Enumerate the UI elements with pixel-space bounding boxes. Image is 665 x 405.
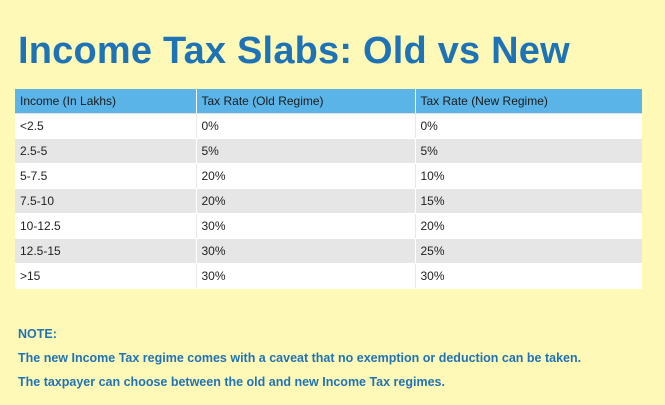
cell-new-rate: 25%	[415, 238, 642, 264]
table-row: 5-7.5 20% 10%	[15, 163, 642, 189]
table-row: >15 30% 30%	[15, 263, 642, 289]
page-title: Income Tax Slabs: Old vs New	[18, 30, 570, 72]
table-row: <2.5 0% 0%	[15, 113, 642, 139]
cell-old-rate: 20%	[196, 188, 416, 214]
cell-new-rate: 20%	[415, 213, 642, 239]
tax-slab-table: Income (In Lakhs) Tax Rate (Old Regime) …	[15, 89, 642, 289]
table-row: 2.5-5 5% 5%	[15, 138, 642, 164]
header-new-regime: Tax Rate (New Regime)	[415, 89, 642, 114]
note-line: The taxpayer can choose between the old …	[18, 375, 445, 389]
header-income: Income (In Lakhs)	[15, 89, 197, 114]
cell-old-rate: 30%	[196, 238, 416, 264]
note-section: NOTE: The new Income Tax regime comes wi…	[18, 322, 581, 394]
cell-income: 12.5-15	[15, 238, 197, 264]
cell-new-rate: 0%	[415, 113, 642, 139]
cell-old-rate: 5%	[196, 138, 416, 164]
cell-income: 2.5-5	[15, 138, 197, 164]
cell-old-rate: 30%	[196, 213, 416, 239]
cell-income: >15	[15, 263, 197, 289]
note-heading: NOTE:	[18, 327, 57, 341]
cell-new-rate: 10%	[415, 163, 642, 189]
cell-old-rate: 0%	[196, 113, 416, 139]
cell-new-rate: 5%	[415, 138, 642, 164]
table-row: 10-12.5 30% 20%	[15, 213, 642, 239]
table-row: 7.5-10 20% 15%	[15, 188, 642, 214]
cell-income: <2.5	[15, 113, 197, 139]
cell-income: 5-7.5	[15, 163, 197, 189]
table-row: 12.5-15 30% 25%	[15, 238, 642, 264]
cell-new-rate: 30%	[415, 263, 642, 289]
cell-old-rate: 20%	[196, 163, 416, 189]
header-old-regime: Tax Rate (Old Regime)	[196, 89, 416, 114]
cell-income: 10-12.5	[15, 213, 197, 239]
note-line: The new Income Tax regime comes with a c…	[18, 351, 582, 365]
cell-old-rate: 30%	[196, 263, 416, 289]
cell-income: 7.5-10	[15, 188, 197, 214]
table-header-row: Income (In Lakhs) Tax Rate (Old Regime) …	[15, 89, 642, 114]
cell-new-rate: 15%	[415, 188, 642, 214]
